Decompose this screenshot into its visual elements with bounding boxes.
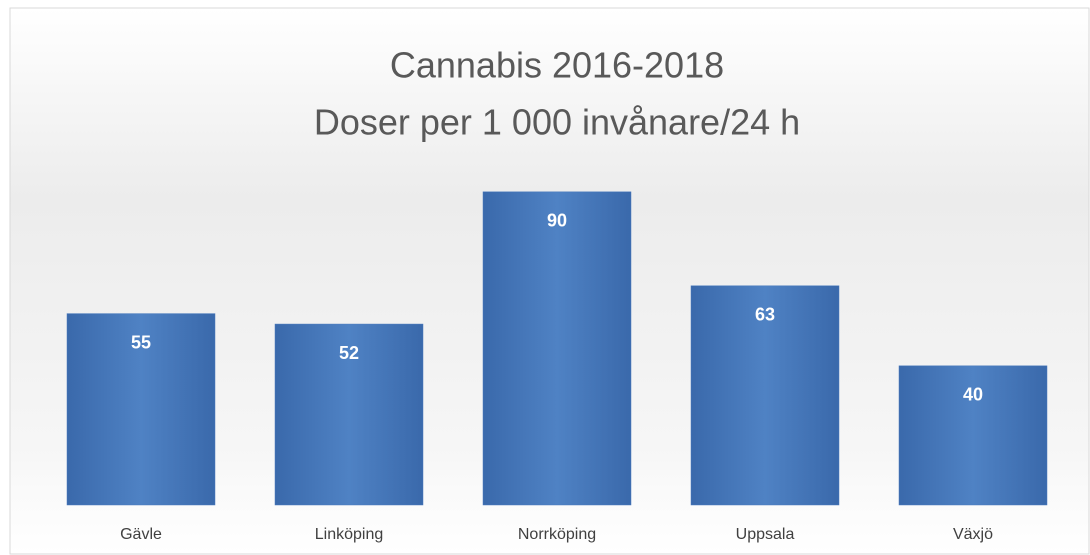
bar [898, 365, 1048, 506]
value-label: 90 [547, 211, 567, 231]
bar [690, 285, 840, 506]
x-tick-label: Växjö [953, 526, 993, 543]
bar [482, 191, 632, 506]
value-label: 63 [755, 305, 775, 325]
value-label: 55 [131, 332, 151, 352]
x-tick-label: Norrköping [518, 526, 596, 543]
chart-title: Cannabis 2016-2018 [390, 45, 724, 86]
value-label: 52 [339, 343, 359, 363]
bar [66, 313, 216, 506]
chart-subtitle: Doser per 1 000 invånare/24 h [314, 102, 800, 143]
bar [274, 323, 424, 506]
x-tick-label: Uppsala [736, 526, 795, 543]
value-label: 40 [963, 385, 983, 405]
x-tick-label: Linköping [315, 526, 384, 543]
x-tick-label: Gävle [120, 526, 162, 543]
